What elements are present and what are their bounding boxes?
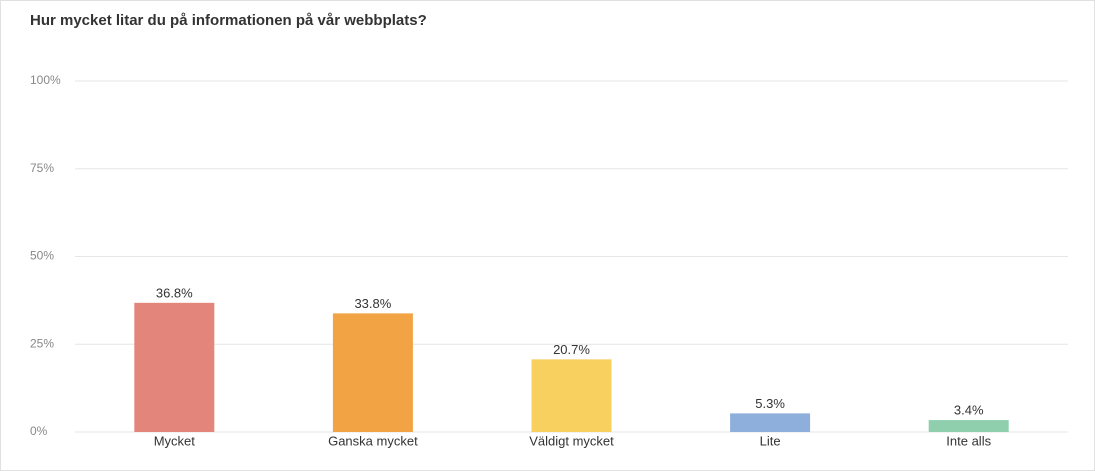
bar [730,413,811,432]
value-label: 3.4% [954,403,984,418]
value-label: 20.7% [553,342,590,357]
value-label: 36.8% [156,285,193,300]
y-tick-label: 100% [30,73,61,87]
chart-title: Hur mycket litar du på informationen på … [30,12,427,29]
x-tick-label: Väldigt mycket [529,433,614,448]
x-tick-label: Lite [760,433,781,448]
bar [531,359,612,432]
bar [134,302,215,432]
bar [332,313,413,432]
y-tick-label: 25% [30,336,54,350]
y-tick-label: 0% [30,424,48,438]
x-tick-label: Mycket [154,433,196,448]
y-tick-label: 75% [30,161,54,175]
x-tick-label: Ganska mycket [328,433,418,448]
y-tick-label: 50% [30,249,54,263]
bar [928,420,1009,432]
value-label: 33.8% [354,296,391,311]
value-label: 5.3% [755,396,785,411]
x-tick-label: Inte alls [946,433,991,448]
